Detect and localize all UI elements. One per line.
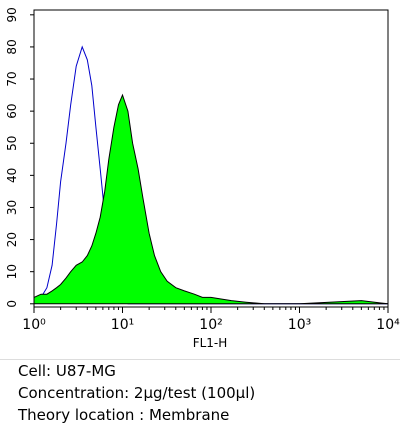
x-axis-label: FL1-H [193, 336, 228, 350]
x-tick-label: 10² [199, 317, 222, 333]
caption-line: Cell: U87-MG [18, 362, 116, 380]
y-tick-label: 90 [5, 7, 19, 22]
separator [0, 359, 400, 360]
caption-line: Theory location : Membrane [18, 406, 230, 424]
y-tick-label: 0 [5, 300, 19, 308]
x-tick-label: 10⁴ [376, 317, 400, 333]
y-tick-label: 80 [5, 39, 19, 54]
chart: FL1-H 0 10 20 30 40 50 60 70 80 90 10⁰ 10¹ 10² 10³ 10⁴ [5, 7, 400, 350]
y-tick-label: 40 [5, 168, 19, 183]
y-tick-label: 60 [5, 103, 19, 118]
x-tick-label: 10⁰ [22, 317, 46, 333]
y-tick-label: 70 [5, 71, 19, 86]
x-tick-label: 10³ [288, 317, 311, 333]
x-tick-label: 10¹ [111, 317, 134, 333]
histogram-area [33, 93, 389, 305]
y-tick-label: 50 [5, 136, 19, 151]
caption-line: Concentration: 2μg/test (100μl) [18, 384, 256, 402]
y-tick-label: 20 [5, 232, 19, 247]
y-tick-label: 30 [5, 200, 19, 215]
y-tick-label: 10 [5, 264, 19, 279]
